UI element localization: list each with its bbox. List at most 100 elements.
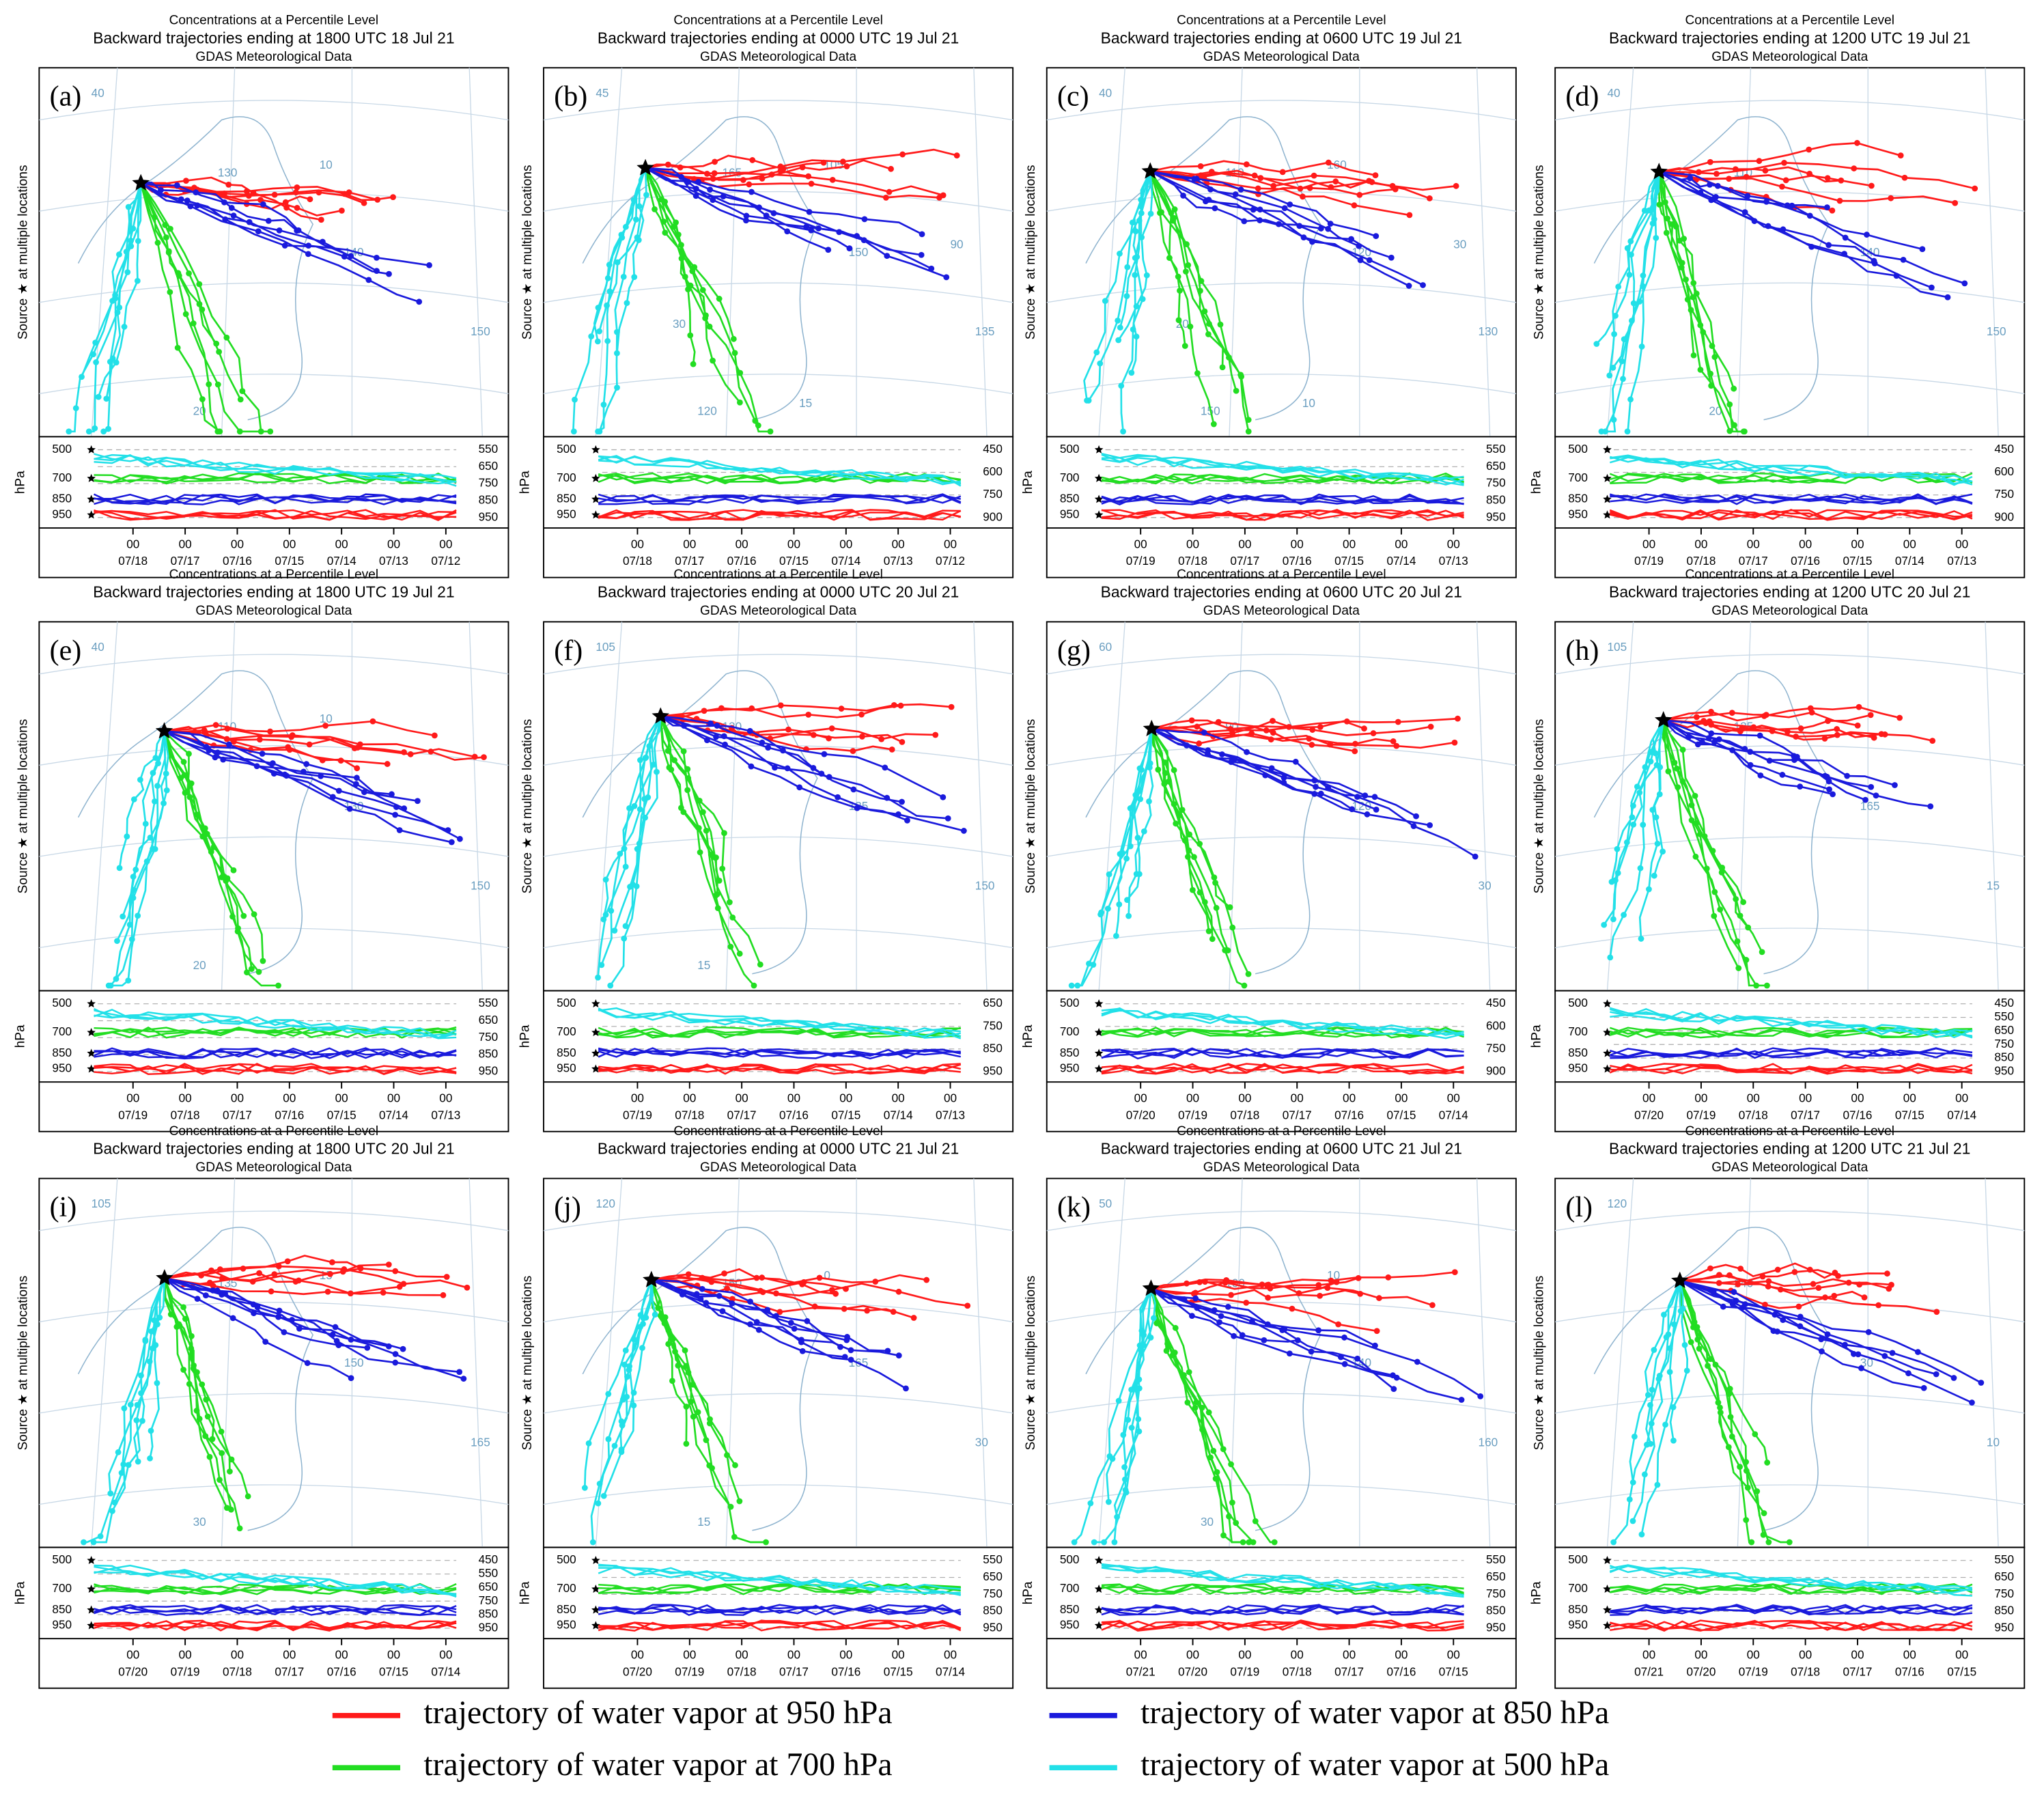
trajectory-marker: [1688, 307, 1694, 313]
trajectory-marker: [1173, 820, 1179, 827]
graticule: [543, 1393, 1013, 1414]
date-label: 07/14: [936, 1664, 965, 1678]
trajectory-marker: [105, 982, 112, 989]
trajectory-marker: [230, 867, 237, 874]
date-hour: 00: [335, 1091, 348, 1105]
left-level: 950: [52, 507, 72, 520]
trajectory-marker: [407, 751, 414, 757]
level-star: [87, 445, 96, 454]
trajectory-marker: [780, 747, 786, 754]
trajectory-marker: [1270, 729, 1276, 736]
trajectory-marker: [673, 219, 679, 226]
level-star: [1094, 1028, 1104, 1037]
graticule: [973, 1178, 988, 1548]
trajectory-marker: [1826, 786, 1832, 793]
trajectory-marker: [401, 805, 408, 812]
trajectory-marker: [604, 275, 611, 281]
trajectory-marker: [1122, 1487, 1129, 1493]
trajectory: [651, 1279, 888, 1352]
trajectory-marker: [1644, 1441, 1650, 1448]
hpa-label: hPa: [1021, 1581, 1035, 1604]
graticule: [1046, 1393, 1517, 1414]
level-star: [1094, 1621, 1104, 1630]
trajectory-marker: [1851, 165, 1858, 171]
trajectory-marker: [727, 1503, 734, 1510]
trajectory-marker: [1824, 1331, 1831, 1337]
trajectory-marker: [237, 396, 244, 403]
trajectory-marker: [796, 784, 803, 791]
level-star: [591, 1621, 600, 1630]
graticule: [1098, 622, 1125, 991]
trajectory-marker: [1697, 322, 1704, 329]
trajectory-marker: [724, 1452, 730, 1458]
vertical-trajectory: [598, 1047, 962, 1058]
graticule: [39, 1484, 509, 1505]
map-label: 15: [697, 958, 710, 972]
panel-label: (a): [50, 81, 82, 113]
trajectory-marker: [206, 1453, 213, 1460]
trajectory-marker: [267, 428, 274, 435]
date-hour: 00: [439, 1648, 452, 1662]
map-frame: [1554, 1177, 2026, 1548]
trajectory-marker: [1905, 1370, 1912, 1377]
vertical-trajectory: [1609, 473, 1973, 484]
trajectory-marker: [595, 974, 601, 981]
date-label: 07/20: [1126, 1108, 1156, 1121]
right-level: 550: [479, 442, 499, 456]
trajectory-marker: [154, 240, 161, 246]
trajectory-marker: [1607, 954, 1614, 961]
panel-title: Backward trajectories ending at 1200 UTC…: [1609, 29, 1970, 46]
trajectory-marker: [260, 958, 266, 964]
trajectory-marker: [1630, 300, 1637, 307]
graticule: [1555, 928, 2025, 949]
trajectory-marker: [1140, 828, 1147, 835]
trajectory-marker: [838, 706, 845, 712]
level-star: [1094, 1556, 1104, 1565]
right-level: 650: [479, 459, 499, 473]
trajectory: [1679, 1279, 1924, 1389]
trajectory: [1100, 728, 1153, 915]
trajectory-marker: [1317, 790, 1324, 797]
trajectory-marker: [1824, 175, 1831, 182]
trajectory-marker: [1807, 705, 1814, 712]
trajectory-marker: [624, 300, 630, 307]
trajectory-marker: [1244, 749, 1250, 755]
trajectory-marker: [1644, 1392, 1651, 1398]
left-level: 500: [557, 1552, 576, 1566]
trajectory-marker: [1376, 1295, 1382, 1301]
trajectory-marker: [780, 165, 787, 172]
trajectory-marker: [1335, 1321, 1342, 1328]
trajectory-marker: [1317, 1292, 1324, 1299]
left-level: 950: [1568, 1618, 1588, 1632]
date-hour: 00: [944, 1091, 957, 1105]
graticule: [543, 836, 1013, 857]
trajectory-marker: [281, 242, 288, 249]
trajectory-marker: [112, 295, 119, 302]
date-hour: 00: [1851, 1648, 1864, 1662]
trajectory-marker: [1102, 298, 1108, 305]
trajectory: [133, 1278, 166, 1462]
trajectory-marker: [1181, 343, 1188, 349]
trajectory-marker: [335, 787, 342, 794]
y-axis-label: Source ★ at multiple locations: [16, 1276, 30, 1451]
vertical-trajectory: [94, 1604, 457, 1617]
trajectory-marker: [1147, 210, 1154, 217]
trajectory-marker: [125, 204, 132, 210]
trajectory-marker: [799, 1281, 806, 1287]
trajectory-marker: [1354, 794, 1360, 800]
trajectory-marker: [260, 201, 266, 208]
date-label: 07/13: [1947, 554, 1976, 568]
trajectory-marker: [1127, 843, 1134, 850]
trajectory-marker: [1743, 1517, 1750, 1523]
date-hour: 00: [1395, 1648, 1408, 1662]
trajectory-marker: [213, 340, 220, 347]
trajectory-marker: [250, 190, 257, 196]
graticule: [1555, 191, 2025, 212]
trajectory: [651, 1268, 836, 1295]
trajectory-marker: [219, 1450, 225, 1456]
trajectory-marker: [1168, 210, 1175, 217]
level-star: [87, 1064, 96, 1073]
trajectory-marker: [1208, 169, 1215, 175]
trajectory-marker: [1769, 728, 1776, 734]
graticule: [595, 68, 623, 437]
